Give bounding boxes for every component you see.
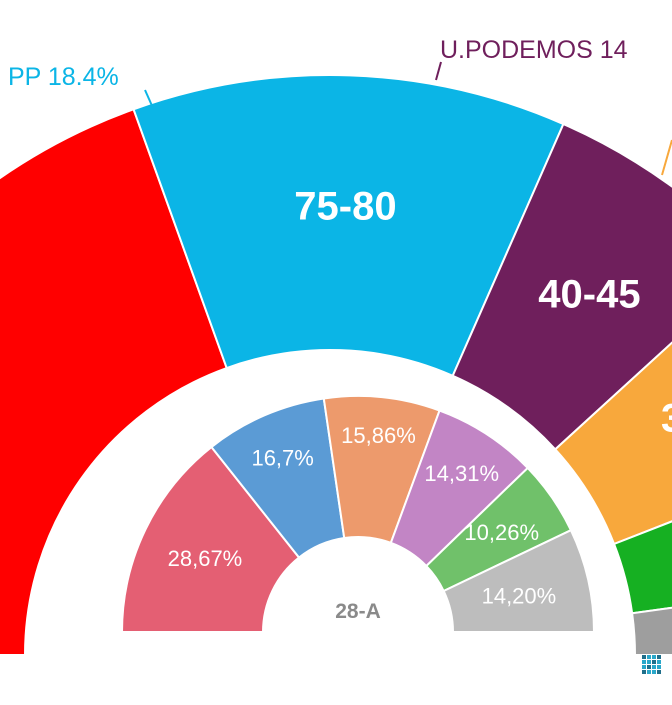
outer-slice-0 — [0, 107, 228, 656]
callout-pp-leader — [144, 89, 154, 109]
logo-square — [647, 655, 651, 659]
logo-square — [642, 670, 646, 674]
outer-donut — [0, 74, 672, 656]
callout-pp: PP 18.4% — [8, 63, 119, 91]
callout-group: PP 18.4% U.PODEMOS 14 — [8, 36, 672, 176]
logo-square — [657, 655, 661, 659]
logo-square — [642, 655, 646, 659]
logo-square — [657, 665, 661, 669]
callout-podemos: U.PODEMOS 14 — [440, 36, 628, 64]
callout-podemos-leader — [435, 61, 442, 81]
logo-square — [642, 660, 646, 664]
brand-logo-icon — [642, 655, 661, 674]
logo-square — [647, 660, 651, 664]
inner-slice-5 — [442, 528, 596, 633]
inner-slice-0 — [120, 445, 301, 633]
center-label: 28-A — [335, 600, 381, 623]
logo-square — [652, 655, 656, 659]
inner-slice-label-1: 16,7% — [251, 446, 313, 471]
inner-slice-label-0: 28,67% — [168, 546, 243, 571]
outer-slice-1 — [132, 74, 565, 378]
outer-slice-5 — [631, 606, 672, 656]
outer-slice-label-3: 35-40 — [661, 396, 672, 440]
outer-slice-2 — [451, 122, 672, 451]
logo-square — [652, 665, 656, 669]
logo-square — [647, 670, 651, 674]
inner-slice-label-5: 14,20% — [482, 584, 557, 609]
logo-square — [652, 660, 656, 664]
logo-square — [657, 660, 661, 664]
outer-slice-4 — [612, 520, 672, 615]
callout-orange-leader — [661, 139, 672, 176]
inner-slice-label-2: 15,86% — [341, 423, 416, 448]
outer-slice-label-1: 75-80 — [294, 184, 396, 228]
logo-square — [657, 670, 661, 674]
inner-donut — [120, 395, 596, 633]
inner-slice-label-3: 14,31% — [424, 461, 499, 486]
outer-slice-3 — [553, 341, 672, 546]
logo-square — [652, 670, 656, 674]
inner-slice-label-4: 10,26% — [464, 520, 539, 545]
logo-square — [647, 665, 651, 669]
inner-label-group: 28,67% 16,7% 15,86% 14,31% 10,26% 14,20% — [168, 423, 557, 608]
logo-square — [642, 665, 646, 669]
outer-slice-label-2: 40-45 — [538, 272, 640, 316]
